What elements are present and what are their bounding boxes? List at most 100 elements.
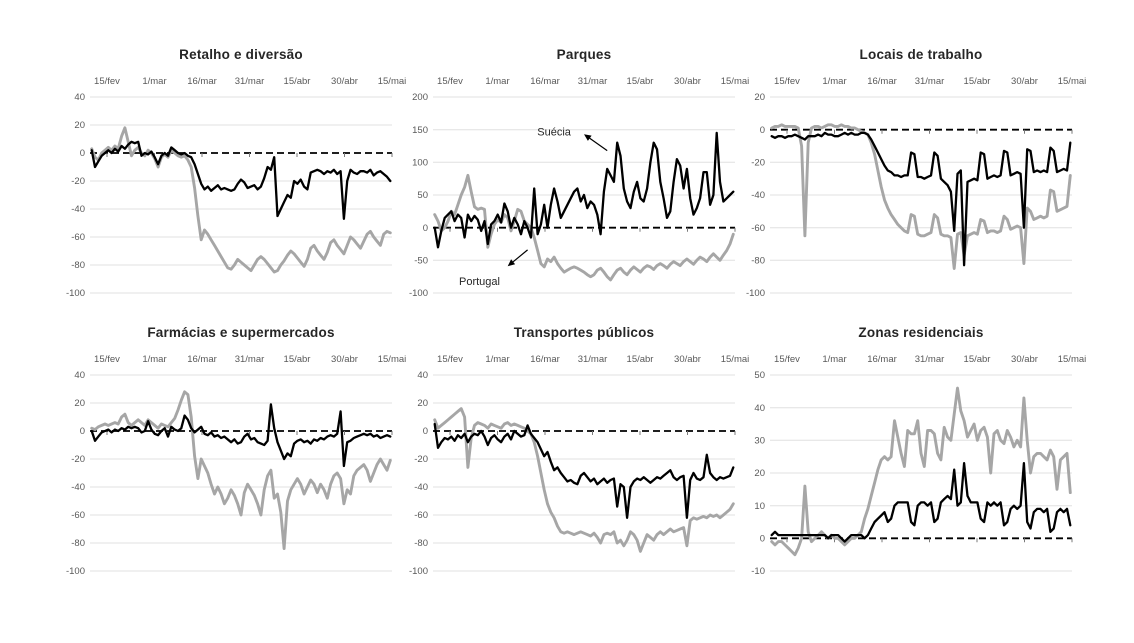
svg-text:-60: -60 — [414, 510, 428, 521]
svg-text:30/abr: 30/abr — [674, 76, 701, 87]
svg-text:40: 40 — [74, 92, 85, 103]
svg-text:1/mar: 1/mar — [485, 76, 509, 87]
svg-text:15/fev: 15/fev — [437, 76, 463, 87]
svg-text:1/mar: 1/mar — [142, 354, 166, 365]
zonas-plot-area: 50 40 30 20 10 0 -10 15/fev 1/mar 16/mar 31/mar 15/… — [751, 354, 1087, 577]
svg-text:40: 40 — [417, 370, 428, 381]
svg-text:30/abr: 30/abr — [331, 354, 358, 365]
chart-title: Transportes públicos — [513, 325, 655, 340]
svg-text:16/mar: 16/mar — [530, 354, 560, 365]
svg-text:15/mai: 15/mai — [1058, 76, 1087, 87]
svg-text:Suécia: Suécia — [537, 127, 572, 139]
svg-text:-100: -100 — [409, 288, 428, 299]
svg-text:40: 40 — [754, 403, 765, 414]
svg-text:15/fev: 15/fev — [774, 354, 800, 365]
svg-text:10: 10 — [754, 501, 765, 512]
svg-text:-100: -100 — [746, 288, 765, 299]
svg-text:20: 20 — [74, 398, 85, 409]
svg-text:-40: -40 — [414, 482, 428, 493]
svg-text:31/mar: 31/mar — [578, 354, 608, 365]
svg-text:30: 30 — [754, 436, 765, 447]
svg-text:-80: -80 — [71, 538, 85, 549]
svg-text:31/mar: 31/mar — [235, 76, 265, 87]
svg-text:15/mai: 15/mai — [1058, 354, 1087, 365]
svg-text:15/abr: 15/abr — [964, 354, 991, 365]
svg-text:-100: -100 — [409, 566, 428, 577]
svg-text:-20: -20 — [71, 176, 85, 187]
svg-text:15/fev: 15/fev — [94, 354, 120, 365]
chart-retalho-e-diversao: Retalho e diversão 40 20 0 -20 -40 -60 -80 -100… — [54, 44, 414, 310]
svg-text:0: 0 — [423, 426, 428, 437]
svg-text:-10: -10 — [751, 566, 765, 577]
svg-text:1/mar: 1/mar — [485, 354, 509, 365]
svg-text:40: 40 — [74, 370, 85, 381]
svg-text:150: 150 — [412, 125, 428, 136]
svg-text:31/mar: 31/mar — [915, 76, 945, 87]
chart-title: Farmácias e supermercados — [147, 325, 335, 340]
chart-title: Locais de trabalho — [859, 47, 983, 62]
chart-title: Parques — [556, 47, 612, 62]
chart-zonas-residenciais: Zonas residenciais 50 40 30 20 10 0 -10 15/fev 1… — [734, 322, 1094, 588]
svg-text:1/mar: 1/mar — [822, 354, 846, 365]
farmacias-plot-area: 40 20 0 -20 -40 -60 -80 -100 15/fev 1/mar 16/mar 31… — [66, 354, 406, 577]
svg-text:-60: -60 — [751, 223, 765, 234]
svg-text:15/mai: 15/mai — [721, 354, 750, 365]
chart-locais-de-trabalho: Locais de trabalho 20 0 -20 -40 -60 -80 -100 15… — [734, 44, 1094, 310]
svg-text:200: 200 — [412, 92, 428, 103]
svg-text:0: 0 — [80, 426, 85, 437]
svg-text:50: 50 — [417, 190, 428, 201]
svg-text:31/mar: 31/mar — [915, 354, 945, 365]
svg-text:-60: -60 — [71, 232, 85, 243]
svg-text:16/mar: 16/mar — [867, 76, 897, 87]
svg-text:-50: -50 — [414, 256, 428, 267]
svg-text:30/abr: 30/abr — [1011, 76, 1038, 87]
svg-text:0: 0 — [423, 223, 428, 234]
svg-text:1/mar: 1/mar — [142, 76, 166, 87]
svg-text:16/mar: 16/mar — [187, 354, 217, 365]
svg-text:15/abr: 15/abr — [627, 354, 654, 365]
svg-text:-80: -80 — [751, 256, 765, 267]
svg-text:-80: -80 — [71, 260, 85, 271]
svg-text:30/abr: 30/abr — [1011, 354, 1038, 365]
parques-plot-area: 200 150 100 50 0 -50 -100 15/fev 1/mar 16/mar 31/m… — [409, 76, 749, 299]
svg-text:50: 50 — [754, 370, 765, 381]
svg-text:15/abr: 15/abr — [964, 76, 991, 87]
svg-text:30/abr: 30/abr — [674, 354, 701, 365]
svg-text:-80: -80 — [414, 538, 428, 549]
svg-text:15/mai: 15/mai — [378, 76, 407, 87]
chart-farmacias-e-supermercados: Farmácias e supermercados 40 20 0 -20 -40 -60… — [54, 322, 414, 588]
svg-text:-100: -100 — [66, 566, 85, 577]
chart-title: Retalho e diversão — [179, 47, 303, 62]
svg-text:-40: -40 — [71, 204, 85, 215]
svg-text:-40: -40 — [71, 482, 85, 493]
svg-text:-20: -20 — [71, 454, 85, 465]
svg-text:-40: -40 — [751, 190, 765, 201]
svg-text:30/abr: 30/abr — [331, 76, 358, 87]
svg-text:16/mar: 16/mar — [187, 76, 217, 87]
svg-text:15/fev: 15/fev — [774, 76, 800, 87]
svg-text:15/abr: 15/abr — [284, 354, 311, 365]
svg-text:16/mar: 16/mar — [867, 354, 897, 365]
svg-text:20: 20 — [417, 398, 428, 409]
chart-parques: Parques 200 150 100 50 0 -50 -100 15/fev 1/mar 16… — [397, 44, 757, 310]
svg-text:-20: -20 — [751, 158, 765, 169]
svg-text:15/abr: 15/abr — [627, 76, 654, 87]
svg-text:20: 20 — [754, 92, 765, 103]
svg-text:-60: -60 — [71, 510, 85, 521]
svg-text:100: 100 — [412, 158, 428, 169]
svg-text:31/mar: 31/mar — [235, 354, 265, 365]
svg-text:Portugal: Portugal — [459, 276, 500, 288]
svg-text:-100: -100 — [66, 288, 85, 299]
retalho-plot-area: 40 20 0 -20 -40 -60 -80 -100 15/fev 1/mar 16/mar 31… — [66, 76, 407, 299]
svg-text:15/abr: 15/abr — [284, 76, 311, 87]
svg-text:31/mar: 31/mar — [578, 76, 608, 87]
chart-title: Zonas residenciais — [858, 325, 984, 340]
svg-text:0: 0 — [760, 534, 765, 545]
svg-text:0: 0 — [80, 148, 85, 159]
svg-text:20: 20 — [74, 120, 85, 131]
locais-plot-area: 20 0 -20 -40 -60 -80 -100 15/fev 1/mar 16/mar 31/m… — [746, 76, 1087, 299]
svg-text:-20: -20 — [414, 454, 428, 465]
chart-transportes-publicos: Transportes públicos 40 20 0 -20 -40 -60 -80 -1… — [397, 322, 757, 588]
transportes-plot-area: 40 20 0 -20 -40 -60 -80 -100 15/fev 1/mar 16/mar 31… — [409, 354, 750, 577]
svg-text:15/fev: 15/fev — [94, 76, 120, 87]
